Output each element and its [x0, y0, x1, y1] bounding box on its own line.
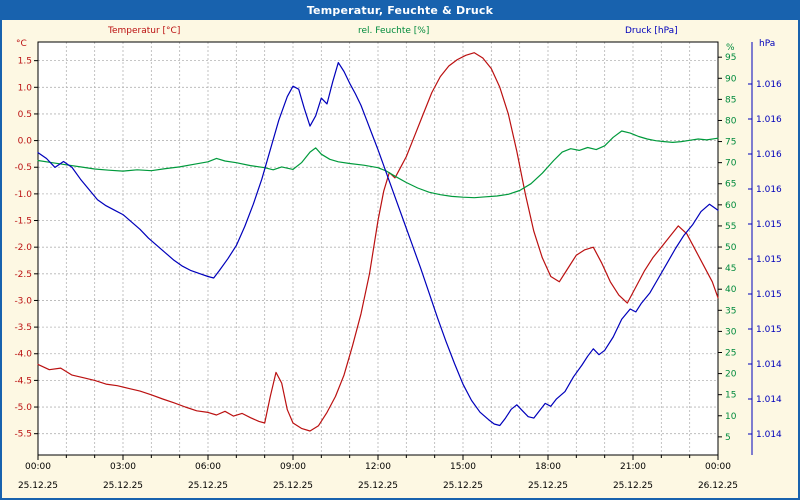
svg-text:1.015: 1.015 — [756, 255, 782, 265]
window-titlebar: Temperatur, Feuchte & Druck — [0, 0, 800, 20]
svg-text:65: 65 — [725, 180, 736, 190]
svg-text:70: 70 — [725, 159, 737, 169]
svg-text:15:00: 15:00 — [450, 462, 476, 472]
legend-temperature: Temperatur [°C] — [108, 26, 181, 36]
svg-text:-3.0: -3.0 — [14, 296, 32, 306]
svg-text:1.015: 1.015 — [756, 220, 782, 230]
svg-text:5: 5 — [725, 433, 731, 443]
svg-text:1.015: 1.015 — [756, 325, 782, 335]
svg-text:-1.0: -1.0 — [14, 190, 32, 200]
svg-text:-1.5: -1.5 — [14, 217, 32, 227]
svg-text:1.016: 1.016 — [756, 115, 782, 125]
svg-text:-5.0: -5.0 — [14, 403, 32, 413]
svg-text:-2.0: -2.0 — [14, 243, 32, 253]
svg-text:1.014: 1.014 — [756, 395, 782, 405]
svg-text:-4.0: -4.0 — [14, 350, 32, 360]
svg-text:26.12.25: 26.12.25 — [698, 481, 738, 491]
svg-text:1.014: 1.014 — [756, 360, 782, 370]
svg-text:06:00: 06:00 — [195, 462, 221, 472]
svg-text:25: 25 — [725, 348, 736, 358]
svg-text:25.12.25: 25.12.25 — [18, 481, 58, 491]
svg-text:03:00: 03:00 — [110, 462, 136, 472]
svg-text:-2.5: -2.5 — [14, 270, 32, 280]
svg-text:0.5: 0.5 — [18, 110, 32, 120]
svg-text:55: 55 — [725, 222, 736, 232]
svg-text:1.016: 1.016 — [756, 80, 782, 90]
svg-text:15: 15 — [725, 391, 736, 401]
pressure-axis-unit-label: hPa — [759, 39, 776, 49]
svg-text:60: 60 — [725, 201, 737, 211]
svg-text:80: 80 — [725, 116, 737, 126]
svg-text:1.016: 1.016 — [756, 150, 782, 160]
svg-text:1.015: 1.015 — [756, 290, 782, 300]
svg-text:25.12.25: 25.12.25 — [613, 481, 653, 491]
humidity-axis-unit-label: % — [726, 43, 735, 53]
svg-text:25.12.25: 25.12.25 — [443, 481, 483, 491]
svg-text:75: 75 — [725, 138, 736, 148]
svg-text:21:00: 21:00 — [620, 462, 646, 472]
svg-text:1.0: 1.0 — [18, 83, 33, 93]
svg-text:09:00: 09:00 — [280, 462, 306, 472]
left-axis-unit-label: °C — [16, 39, 27, 49]
svg-text:30: 30 — [725, 327, 737, 337]
svg-text:10: 10 — [725, 412, 737, 422]
svg-text:25.12.25: 25.12.25 — [188, 481, 228, 491]
svg-text:35: 35 — [725, 306, 736, 316]
svg-text:12:00: 12:00 — [365, 462, 391, 472]
svg-text:20: 20 — [725, 370, 737, 380]
svg-text:00:00: 00:00 — [705, 462, 731, 472]
svg-text:25.12.25: 25.12.25 — [103, 481, 143, 491]
legend-pressure: Druck [hPa] — [625, 26, 678, 36]
svg-text:18:00: 18:00 — [535, 462, 561, 472]
svg-text:50: 50 — [725, 243, 737, 253]
svg-text:25.12.25: 25.12.25 — [358, 481, 398, 491]
svg-text:85: 85 — [725, 95, 736, 105]
svg-text:-3.5: -3.5 — [14, 323, 32, 333]
svg-text:25.12.25: 25.12.25 — [528, 481, 568, 491]
svg-text:95: 95 — [725, 53, 736, 63]
svg-text:0.0: 0.0 — [18, 137, 33, 147]
window-title: Temperatur, Feuchte & Druck — [306, 3, 494, 17]
svg-text:90: 90 — [725, 74, 737, 84]
svg-text:1.5: 1.5 — [18, 57, 32, 67]
svg-text:-0.5: -0.5 — [14, 163, 32, 173]
svg-text:-5.5: -5.5 — [14, 430, 32, 440]
svg-text:1.014: 1.014 — [756, 430, 782, 440]
svg-text:40: 40 — [725, 285, 737, 295]
svg-text:00:00: 00:00 — [25, 462, 51, 472]
svg-text:-4.5: -4.5 — [14, 376, 32, 386]
legend-humidity: rel. Feuchte [%] — [358, 26, 430, 36]
svg-text:1.016: 1.016 — [756, 185, 782, 195]
svg-text:25.12.25: 25.12.25 — [273, 481, 313, 491]
svg-text:45: 45 — [725, 264, 736, 274]
